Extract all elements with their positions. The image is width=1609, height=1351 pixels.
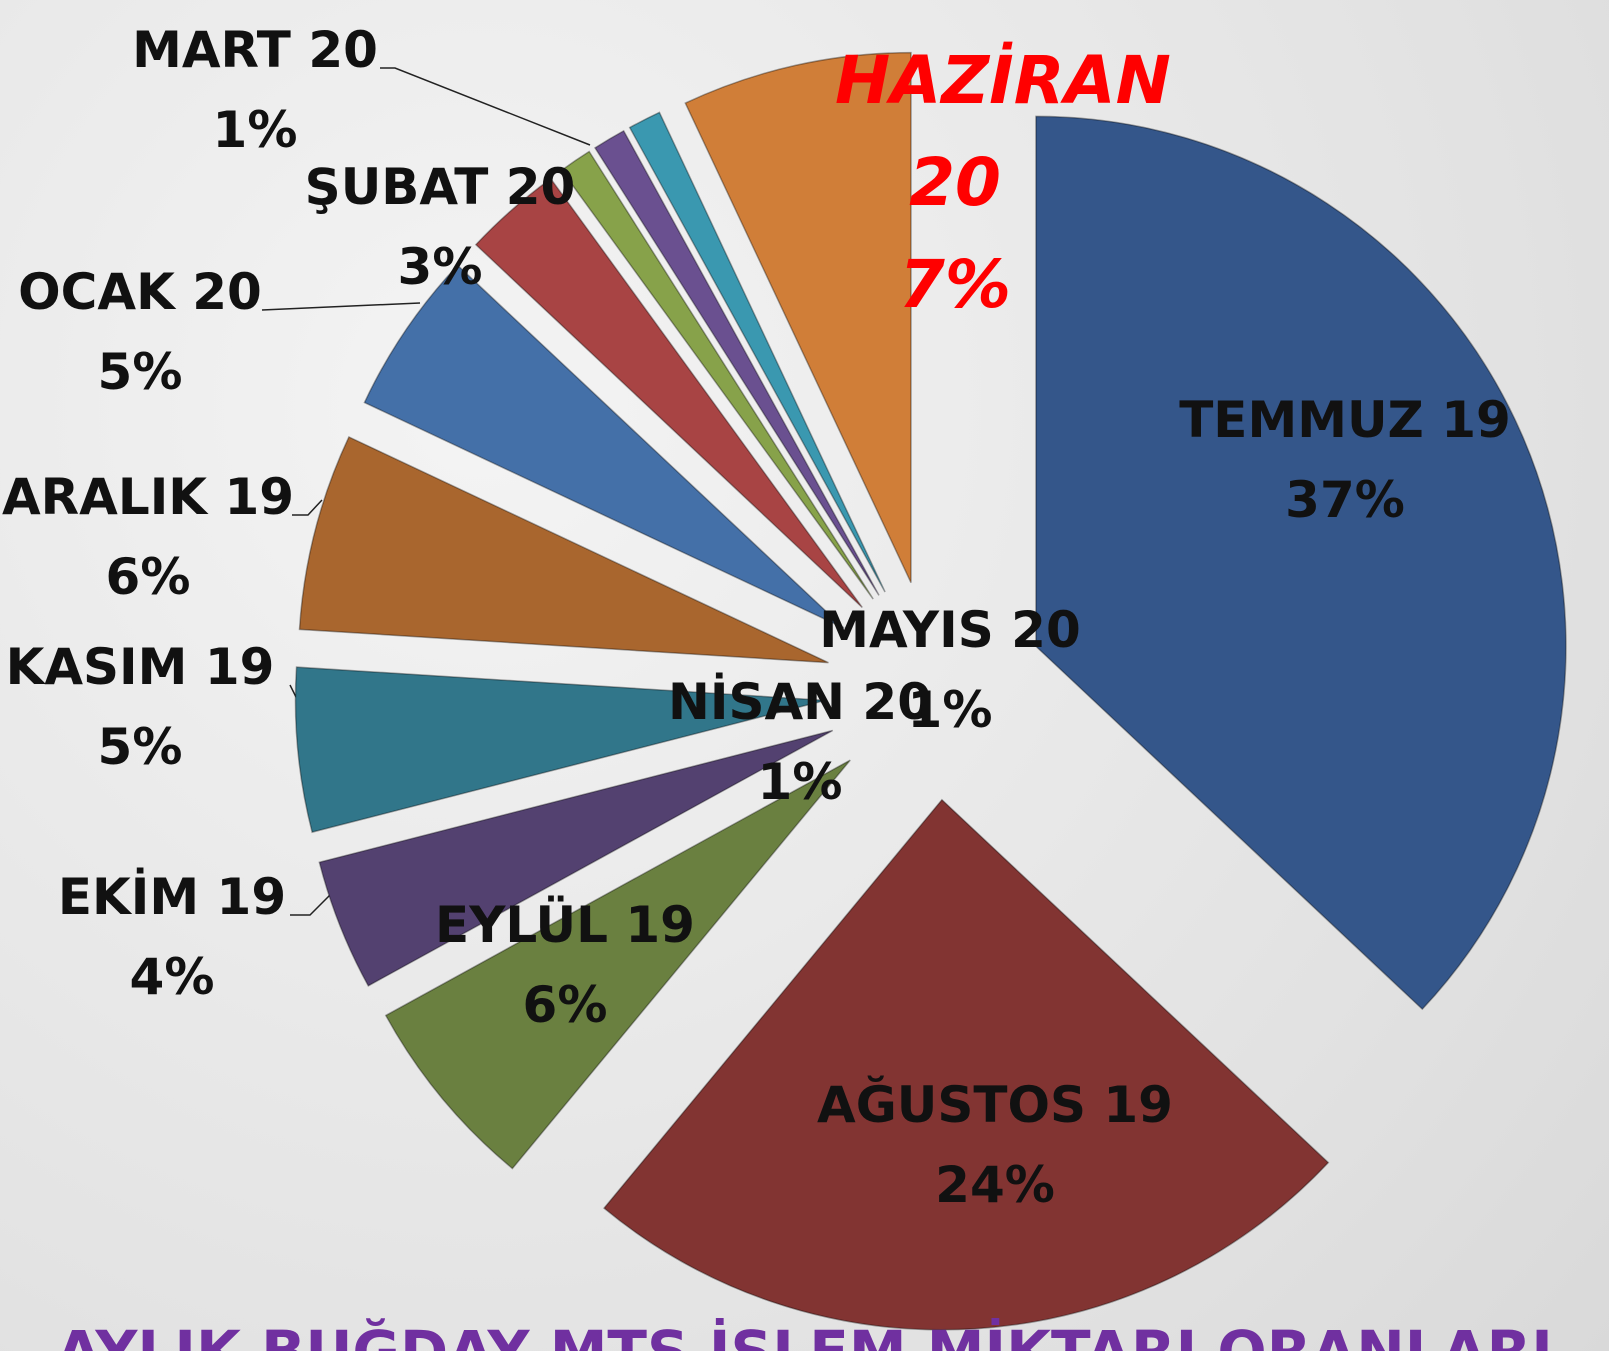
pie-slice [684,51,912,583]
pie-slice [318,729,834,987]
pie-slice [593,129,880,596]
data-label: ŞUBAT 20 3% [305,147,576,307]
category-label: ARALIK 19 [1,468,295,526]
data-label: EYLÜL 19 6% [435,885,695,1045]
data-label: KASIM 19 5% [6,627,275,787]
pie-slice [628,111,886,593]
value-label: 1% [757,753,843,811]
category-label: NİSAN 20 [668,673,932,731]
value-label: 1% [212,101,298,159]
data-label: TEMMUZ 19 37% [1179,380,1511,540]
data-label: EKİM 19 4% [58,857,286,1017]
data-label: MART 20 1% [132,10,378,170]
chart-title: AYLIK BUĞDAY MTS İŞLEM MİKTARI ORANLARI [0,1318,1609,1351]
leader-lines [261,67,591,916]
data-label: AĞUSTOS 19 24% [817,1065,1173,1225]
category-label: HAZİRAN 20 [835,42,1171,221]
data-label: HAZİRAN 20 7% [835,30,1171,336]
pie-slice [298,435,829,664]
pie-slice [363,264,845,629]
value-label: 6% [522,976,608,1034]
value-label: 5% [97,718,183,776]
category-label: EKİM 19 [57,868,287,926]
pie-slice [560,150,874,600]
category-label: MAYIS 20 [819,601,1081,659]
data-label: NİSAN 20 1% [668,662,932,822]
value-label: 6% [105,548,191,606]
category-label: TEMMUZ 19 [1179,391,1511,449]
pie-slice [474,177,863,609]
pie-slice [1035,115,1567,1011]
category-label: KASIM 19 [5,638,275,696]
category-label: OCAK 20 [18,263,262,321]
data-label: MAYIS 20 1% [819,590,1080,750]
value-label: 7% [898,246,1012,323]
slices [294,51,1567,1331]
category-label: ŞUBAT 20 [304,158,576,216]
pie-slice [603,798,1330,1331]
leader-line [380,67,591,146]
data-label: ARALIK 19 6% [2,457,294,617]
value-label: 24% [935,1156,1055,1214]
value-label: 5% [97,343,183,401]
category-label: EYLÜL 19 [435,896,695,954]
category-label: AĞUSTOS 19 [817,1076,1173,1134]
leader-line [261,302,421,311]
data-label: OCAK 20 5% [18,252,262,412]
leader-line [290,894,331,916]
category-label: MART 20 [132,21,378,79]
value-label: 3% [397,238,483,296]
leader-line [292,499,323,516]
pie-slice [384,759,851,1170]
pie-slice [294,666,826,834]
value-label: 4% [129,948,215,1006]
value-label: 1% [907,681,993,739]
value-label: 37% [1285,471,1405,529]
